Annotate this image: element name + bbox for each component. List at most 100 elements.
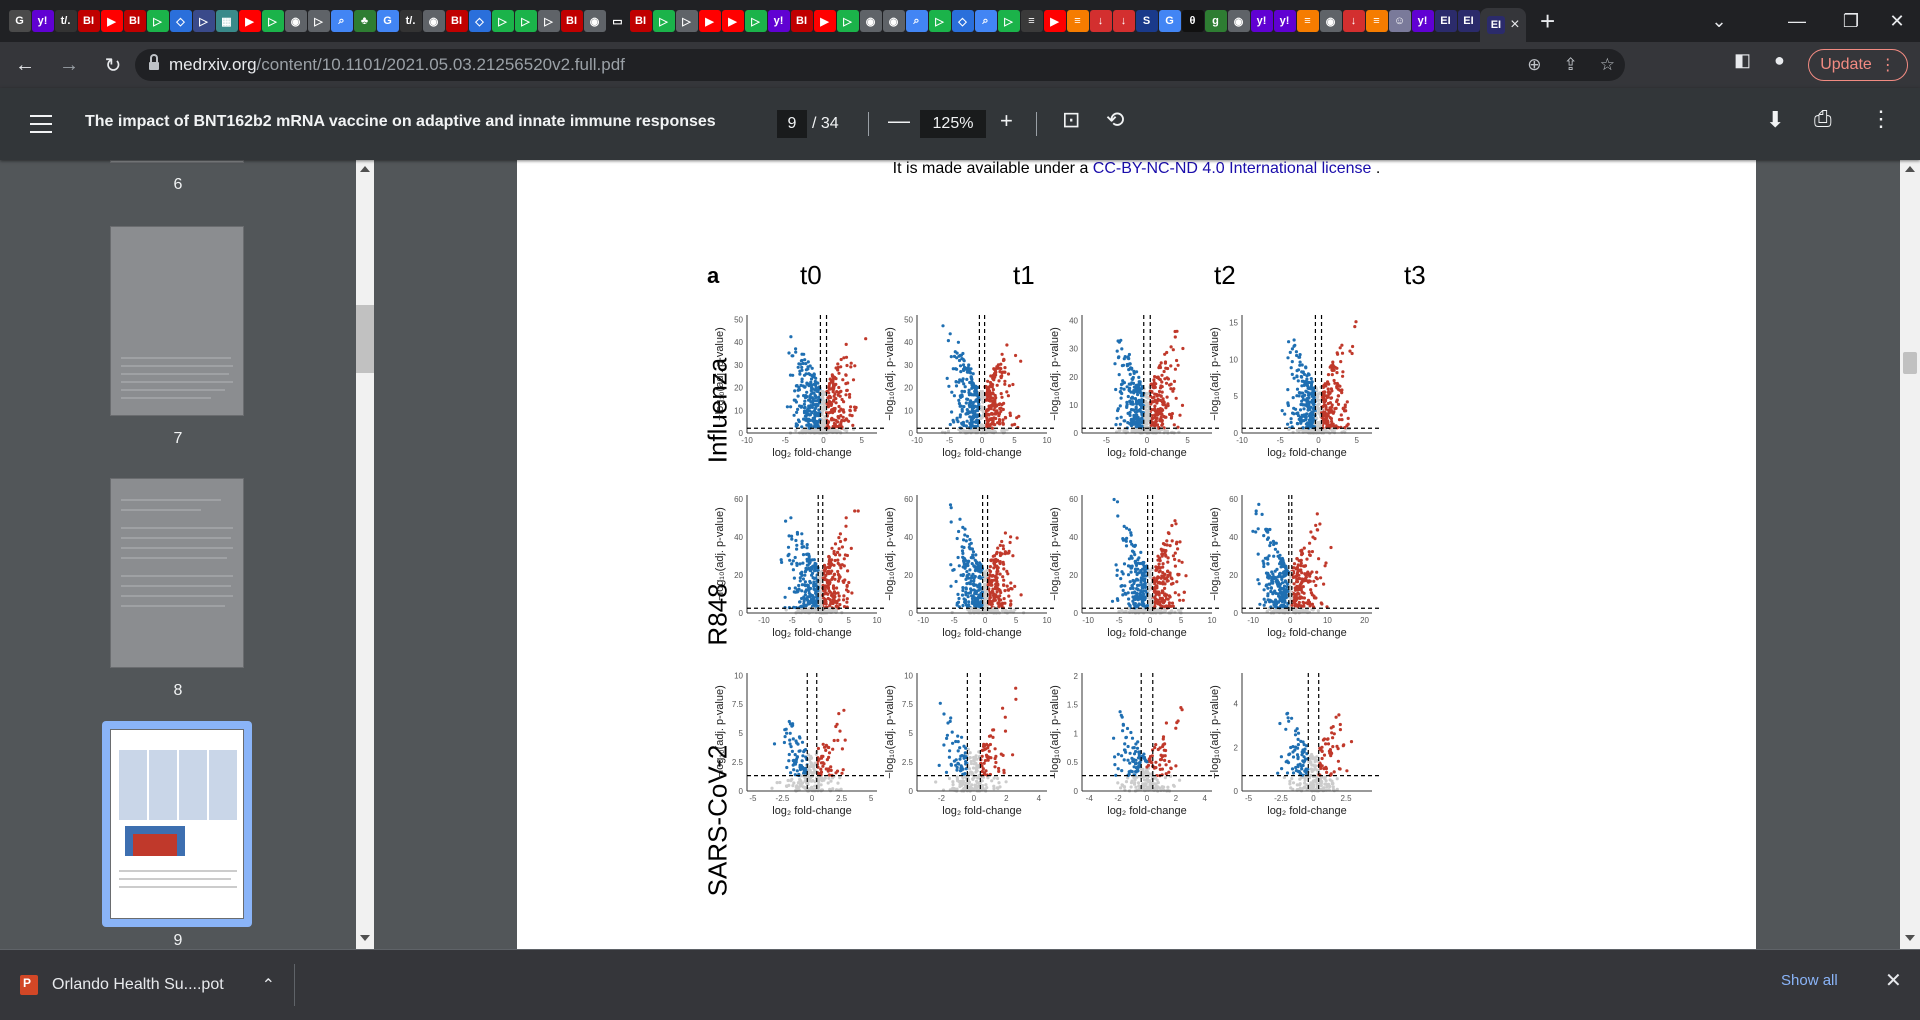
puzzle-icon[interactable]: ▦: [215, 10, 238, 32]
doc-icon[interactable]: ▭: [606, 10, 629, 32]
bi-icon[interactable]: BI: [790, 10, 813, 32]
rotate-icon[interactable]: ⟲: [1106, 107, 1125, 132]
play-icon[interactable]: ▷: [928, 10, 951, 32]
bookmark-icon[interactable]: ≡: [1066, 10, 1089, 32]
news-icon[interactable]: ≡: [1020, 10, 1043, 32]
zoom-level-input[interactable]: 125%: [920, 110, 986, 138]
ghost-icon[interactable]: ☺: [1388, 10, 1411, 32]
tab-search-dropdown-icon[interactable]: ⌄: [1711, 10, 1727, 31]
address-bar[interactable]: medrxiv.org /content/10.1101/2021.05.03.…: [135, 49, 1625, 81]
yahoo-icon[interactable]: y!: [31, 10, 54, 32]
globe-icon[interactable]: ◉: [1319, 10, 1342, 32]
minimize-button[interactable]: —: [1788, 10, 1806, 31]
yahoo-icon[interactable]: y!: [767, 10, 790, 32]
reload-button[interactable]: ↻: [104, 54, 122, 77]
play-icon[interactable]: ▷: [997, 10, 1020, 32]
youtube-icon[interactable]: ▶: [813, 10, 836, 32]
yahoo-icon[interactable]: y!: [1411, 10, 1434, 32]
play-icon[interactable]: ▷: [537, 10, 560, 32]
sidebar-scrollbar-thumb[interactable]: [356, 305, 374, 373]
fit-page-icon[interactable]: ⊡: [1062, 107, 1081, 132]
bookmark-icon[interactable]: ≡: [1365, 10, 1388, 32]
zoom-icon[interactable]: ⊕: [1527, 55, 1542, 74]
red-icon[interactable]: ↓: [1089, 10, 1112, 32]
play-icon[interactable]: ▷: [652, 10, 675, 32]
print-icon[interactable]: ⎙: [1814, 106, 1832, 131]
forward-button[interactable]: →: [59, 53, 79, 76]
page-thumbnail[interactable]: [110, 226, 244, 416]
volcano-point: [1114, 387, 1118, 392]
google-icon[interactable]: G: [376, 10, 399, 32]
play-icon[interactable]: ▷: [192, 10, 215, 32]
shield-icon[interactable]: ◇: [468, 10, 491, 32]
bi-icon[interactable]: BI: [445, 10, 468, 32]
play-icon[interactable]: ▷: [146, 10, 169, 32]
red-icon[interactable]: ↓: [1112, 10, 1135, 32]
play-icon[interactable]: ▷: [675, 10, 698, 32]
lock-icon[interactable]: [149, 54, 159, 71]
youtube-icon[interactable]: ▶: [1043, 10, 1066, 32]
page-thumbnail[interactable]: [110, 160, 244, 163]
zoom-out-button[interactable]: —: [888, 108, 910, 133]
zoom-in-button[interactable]: +: [1000, 108, 1013, 133]
reuters-icon[interactable]: t/.: [54, 10, 77, 32]
play-icon[interactable]: ▷: [514, 10, 537, 32]
license-link[interactable]: CC-BY-NC-ND 4.0 International license: [1092, 160, 1372, 177]
update-button[interactable]: Update ⋮: [1808, 49, 1908, 81]
red-icon[interactable]: ↓: [1342, 10, 1365, 32]
globe-icon[interactable]: ◉: [859, 10, 882, 32]
search-icon[interactable]: ⌕: [330, 10, 353, 32]
youtube-icon[interactable]: ▶: [698, 10, 721, 32]
restore-button[interactable]: ❐: [1842, 10, 1860, 31]
page-thumbnail-selected[interactable]: [110, 729, 244, 919]
youtube-icon[interactable]: ▶: [238, 10, 261, 32]
bi-icon[interactable]: BI: [629, 10, 652, 32]
reuters-icon[interactable]: t/.: [399, 10, 422, 32]
menu-icon[interactable]: [30, 115, 52, 133]
share-icon[interactable]: ⇪: [1563, 55, 1578, 74]
green-icon[interactable]: g: [1204, 10, 1227, 32]
chrome-icon[interactable]: G: [8, 10, 31, 32]
side-panel-icon[interactable]: ◧: [1734, 50, 1752, 70]
shield-icon[interactable]: ◇: [169, 10, 192, 32]
ei-icon[interactable]: EI: [1457, 10, 1480, 32]
sidebar-scrollbar[interactable]: [356, 160, 374, 949]
play-icon[interactable]: ▷: [307, 10, 330, 32]
play-icon[interactable]: ▷: [744, 10, 767, 32]
youtube-icon[interactable]: ▶: [721, 10, 744, 32]
globe-icon[interactable]: ◉: [1227, 10, 1250, 32]
new-tab-button[interactable]: +: [1540, 6, 1556, 36]
ei-icon[interactable]: EI: [1434, 10, 1457, 32]
tree-icon[interactable]: ♣: [353, 10, 376, 32]
profile-avatar-icon[interactable]: ●: [1774, 50, 1785, 70]
search-icon[interactable]: ⌕: [974, 10, 997, 32]
more-options-icon[interactable]: ⋮: [1870, 106, 1892, 131]
window-close-button[interactable]: ✕: [1889, 10, 1905, 31]
yahoo-icon[interactable]: y!: [1250, 10, 1273, 32]
download-icon[interactable]: ⬇: [1766, 107, 1785, 132]
active-tab[interactable]: EI ×: [1480, 8, 1526, 42]
shield-icon[interactable]: ◇: [951, 10, 974, 32]
yahoo-icon[interactable]: y!: [1273, 10, 1296, 32]
globe-icon[interactable]: ◉: [422, 10, 445, 32]
globe-icon[interactable]: ◉: [583, 10, 606, 32]
bookmark-icon[interactable]: ≡: [1296, 10, 1319, 32]
globe-icon[interactable]: ◉: [284, 10, 307, 32]
dark-icon[interactable]: θ: [1181, 10, 1204, 32]
play-icon[interactable]: ▷: [836, 10, 859, 32]
back-button[interactable]: ←: [15, 53, 35, 76]
sars-icon[interactable]: S: [1135, 10, 1158, 32]
search-icon[interactable]: ⌕: [905, 10, 928, 32]
google-icon[interactable]: G: [1158, 10, 1181, 32]
globe-icon[interactable]: ◉: [882, 10, 905, 32]
youtube-icon[interactable]: ▶: [100, 10, 123, 32]
bi-icon[interactable]: BI: [77, 10, 100, 32]
bookmark-star-icon[interactable]: ☆: [1599, 55, 1615, 74]
bi-icon[interactable]: BI: [560, 10, 583, 32]
bi-icon[interactable]: BI: [123, 10, 146, 32]
tab-close-icon[interactable]: ×: [1510, 16, 1520, 33]
page-number-input[interactable]: 9: [777, 110, 807, 138]
page-thumbnail[interactable]: [110, 478, 244, 668]
play-icon[interactable]: ▷: [261, 10, 284, 32]
play-icon[interactable]: ▷: [491, 10, 514, 32]
